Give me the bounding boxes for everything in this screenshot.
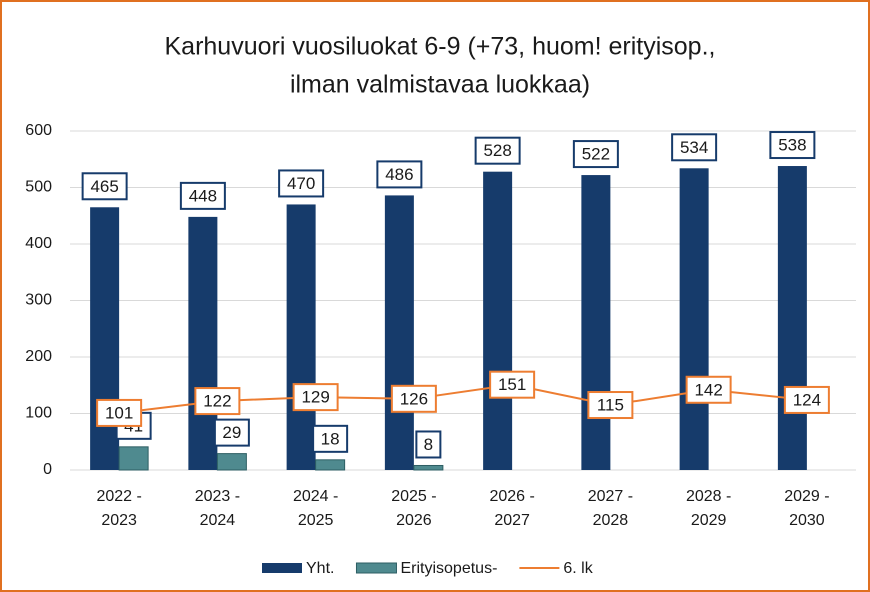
data-label-box xyxy=(278,169,325,198)
legend-swatch xyxy=(355,562,397,574)
data-label-box xyxy=(96,398,143,427)
data-label: 129 xyxy=(301,388,329,407)
x-tick-label: 2026 - xyxy=(489,488,534,505)
data-label: 142 xyxy=(694,380,722,399)
data-label: 538 xyxy=(778,136,806,155)
bar xyxy=(90,207,120,470)
bar xyxy=(384,195,414,470)
data-label-box xyxy=(572,140,619,169)
data-label: 122 xyxy=(203,392,231,411)
chart-title: ilman valmistavaa luokkaa) xyxy=(290,71,590,99)
bar xyxy=(315,459,346,471)
data-label-box xyxy=(194,387,241,416)
x-tick-label: 2025 - xyxy=(391,488,436,505)
legend-label: Erityisopetus- xyxy=(400,560,497,577)
data-label: 115 xyxy=(597,396,624,415)
y-tick-label: 400 xyxy=(25,235,52,252)
data-label: 522 xyxy=(582,145,610,164)
chart-title: Karhuvuori vuosiluokat 6-9 (+73, huom! e… xyxy=(165,33,716,61)
data-label-box xyxy=(376,160,423,189)
bar xyxy=(286,204,316,470)
data-label: 8 xyxy=(424,435,433,454)
bar xyxy=(483,171,513,470)
data-label: 101 xyxy=(105,403,133,422)
data-label: 151 xyxy=(498,375,526,394)
y-tick-label: 200 xyxy=(25,348,52,365)
data-label-box xyxy=(474,136,521,165)
x-tick-label: 2027 xyxy=(494,512,530,529)
legend-label: 6. lk xyxy=(563,560,593,577)
data-label: 528 xyxy=(483,141,511,160)
data-label-box xyxy=(312,424,349,453)
data-label-box xyxy=(769,131,816,160)
bar xyxy=(413,464,444,471)
bar xyxy=(679,168,709,471)
bar xyxy=(118,446,149,471)
y-tick-label: 0 xyxy=(43,461,52,478)
data-label: 486 xyxy=(385,165,413,184)
data-label: 448 xyxy=(189,186,217,205)
data-label: 29 xyxy=(222,423,241,442)
data-label: 534 xyxy=(680,138,708,157)
data-label: 18 xyxy=(321,429,340,448)
x-tick-label: 2029 xyxy=(691,512,727,529)
data-label-box xyxy=(179,181,226,210)
legend-label: Yht. xyxy=(306,560,334,577)
data-label-box xyxy=(415,430,442,459)
x-tick-label: 2029 - xyxy=(784,488,829,505)
x-tick-label: 2023 - xyxy=(195,488,240,505)
bar xyxy=(777,166,807,470)
y-tick-label: 100 xyxy=(25,405,52,422)
data-label: 126 xyxy=(400,389,428,408)
x-tick-label: 2026 xyxy=(396,512,432,529)
x-tick-label: 2025 xyxy=(298,512,334,529)
data-label: 470 xyxy=(287,174,315,193)
bar xyxy=(216,453,247,471)
data-label: 465 xyxy=(90,177,118,196)
data-label-box xyxy=(81,172,128,201)
x-tick-label: 2024 xyxy=(200,512,236,529)
x-tick-label: 2030 xyxy=(789,512,825,529)
y-tick-label: 300 xyxy=(25,292,52,309)
data-label-box xyxy=(783,385,830,414)
data-label-box xyxy=(292,383,339,412)
y-tick-label: 600 xyxy=(25,122,52,139)
y-tick-label: 500 xyxy=(25,179,52,196)
data-label-box xyxy=(489,370,536,399)
x-tick-label: 2027 - xyxy=(588,488,633,505)
data-label-box xyxy=(587,391,634,420)
data-label: 124 xyxy=(793,390,821,409)
x-tick-label: 2028 xyxy=(593,512,629,529)
bar xyxy=(581,175,611,470)
x-tick-label: 2024 - xyxy=(293,488,338,505)
x-tick-label: 2022 - xyxy=(96,488,141,505)
data-label-box xyxy=(671,133,718,162)
data-label-box xyxy=(213,418,250,447)
data-label-box xyxy=(685,375,732,404)
x-tick-label: 2023 xyxy=(101,512,137,529)
x-tick-label: 2028 - xyxy=(686,488,731,505)
bar xyxy=(188,216,218,470)
data-label-box xyxy=(390,384,437,413)
legend-swatch xyxy=(262,563,302,573)
